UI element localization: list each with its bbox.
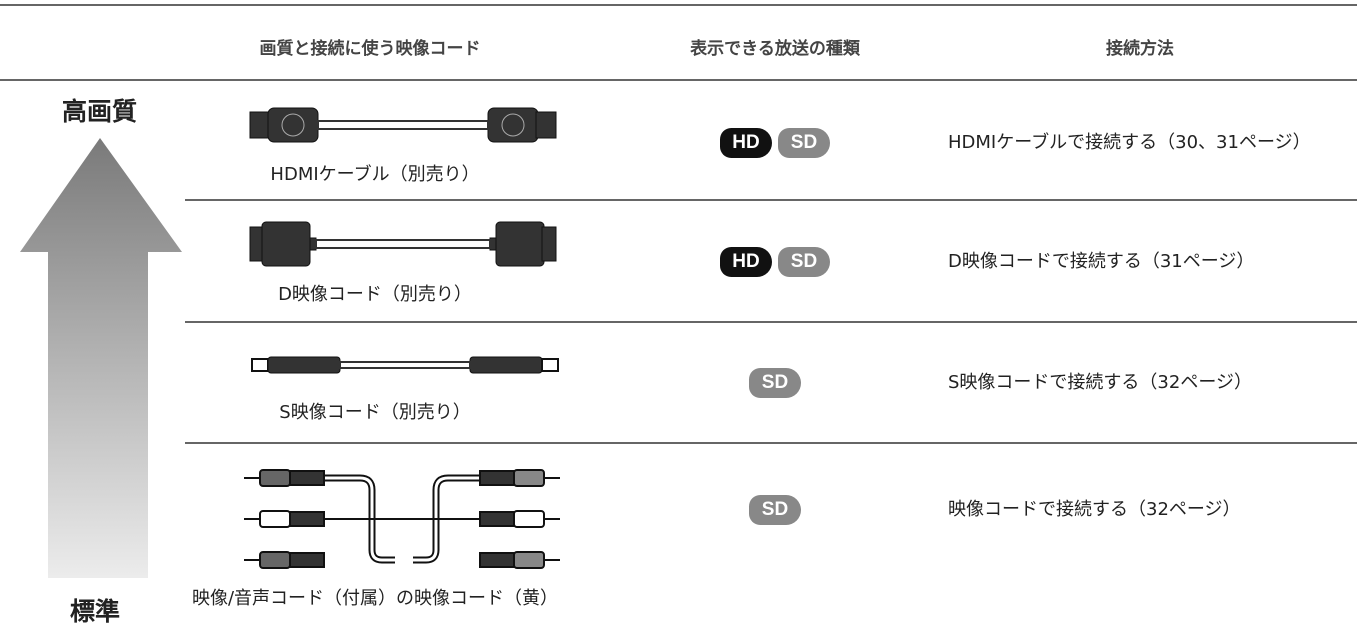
connection-method: HDMIケーブルで接続する（30、31ページ）: [948, 132, 1311, 153]
quality-high: 高画質: [62, 97, 138, 126]
broadcast-badge: SD: [778, 247, 830, 277]
broadcast-badges: SD: [700, 495, 850, 525]
broadcast-badges: HD SD: [700, 128, 850, 158]
quality-standard: 標準: [70, 597, 121, 626]
cable-label: HDMIケーブル（別売り）: [270, 164, 480, 185]
column-header: 接続方法: [1106, 39, 1174, 59]
broadcast-badges: HD SD: [700, 247, 850, 277]
cable-label: D映像コード（別売り）: [278, 284, 472, 305]
cable-label: S映像コード（別売り）: [279, 402, 471, 423]
cable-label: 映像/音声コード（付属）の映像コード（黄）: [191, 588, 559, 609]
connection-method: D映像コードで接続する（31ページ）: [948, 251, 1255, 272]
broadcast-badge: SD: [778, 128, 830, 158]
column-header: 表示できる放送の種類: [690, 39, 860, 59]
column-header: 画質と接続に使う映像コード: [259, 39, 481, 59]
connection-method: S映像コードで接続する（32ページ）: [948, 372, 1252, 393]
broadcast-badge: HD: [720, 128, 772, 158]
broadcast-badges: SD: [700, 368, 850, 398]
broadcast-badge: HD: [720, 247, 772, 277]
connection-method: 映像コードで接続する（32ページ）: [948, 499, 1241, 520]
broadcast-badge: SD: [749, 368, 801, 398]
broadcast-badge: SD: [749, 495, 801, 525]
